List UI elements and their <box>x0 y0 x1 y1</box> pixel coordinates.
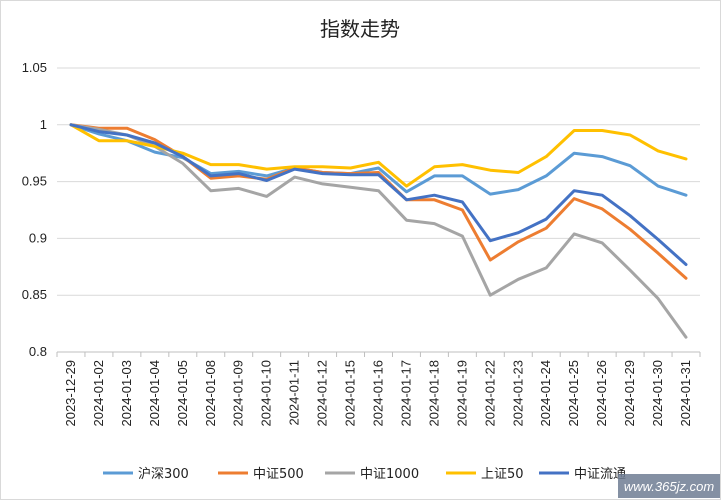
y-tick-label: 0.9 <box>29 230 47 245</box>
x-tick-label: 2024-01-31 <box>678 360 693 427</box>
x-tick-label: 2024-01-16 <box>371 360 386 427</box>
watermark-background <box>618 474 720 498</box>
legend-label: 中证流通 <box>574 467 626 482</box>
y-tick-label: 0.95 <box>22 174 47 189</box>
x-tick-label: 2024-01-18 <box>426 360 441 427</box>
x-tick-label: 2024-01-19 <box>454 360 469 427</box>
x-tick-label: 2024-01-09 <box>231 360 246 427</box>
watermark-text: www.365jz.com <box>624 479 714 494</box>
gridlines <box>56 67 701 357</box>
x-tick-label: 2024-01-24 <box>538 360 553 427</box>
x-tick-label: 2024-01-25 <box>566 360 581 427</box>
x-tick-label: 2024-01-02 <box>91 360 106 427</box>
legend-label: 中证1000 <box>360 467 419 482</box>
x-tick-label: 2024-01-30 <box>650 360 665 427</box>
chart-title: 指数走势 <box>320 17 400 41</box>
x-tick-label: 2023-12-29 <box>63 360 78 427</box>
y-tick-label: 1.05 <box>22 60 47 75</box>
x-tick-label: 2024-01-23 <box>510 360 525 427</box>
x-tick-label: 2024-01-29 <box>622 360 637 427</box>
legend: 沪深300 中证500 中证1000 上证50 中证流通 <box>103 466 626 482</box>
legend-label: 中证500 <box>253 467 304 482</box>
series-lines <box>69 123 688 339</box>
legend-label: 上证50 <box>481 467 524 482</box>
x-axis-ticks: 2023-12-29 2024-01-02 2024-01-03 2024-01-04… <box>63 360 693 427</box>
x-tick-label: 2024-01-15 <box>343 360 358 427</box>
x-tick-label: 2024-01-11 <box>287 360 302 426</box>
x-tick-label: 2024-01-22 <box>482 360 497 427</box>
x-tick-label: 2024-01-26 <box>594 360 609 427</box>
x-tick-label: 2024-01-12 <box>315 360 330 427</box>
watermark: www.365jz.com <box>618 474 720 498</box>
x-tick-label: 2024-01-03 <box>119 360 134 427</box>
y-axis-ticks: 0.8 0.85 0.9 0.95 1 1.05 <box>22 60 47 359</box>
x-tick-label: 2024-01-10 <box>259 360 274 427</box>
x-tick-label: 2024-01-04 <box>147 360 162 427</box>
x-tick-label: 2024-01-08 <box>203 360 218 427</box>
y-tick-label: 0.8 <box>29 344 47 359</box>
legend-label: 沪深300 <box>138 466 189 482</box>
x-tick-label: 2024-01-17 <box>398 360 413 427</box>
x-tick-label: 2024-01-05 <box>175 360 190 427</box>
y-tick-label: 1 <box>40 117 47 132</box>
y-tick-label: 0.85 <box>22 287 47 302</box>
series-line <box>69 123 688 339</box>
series-line <box>69 123 688 197</box>
series-line <box>69 123 688 266</box>
